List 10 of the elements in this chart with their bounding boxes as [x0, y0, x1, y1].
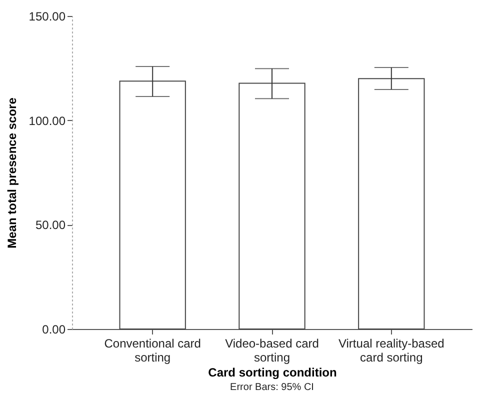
x-axis-title: Card sorting condition	[208, 366, 337, 380]
y-tick-label: 100.00	[28, 114, 66, 128]
text: Error Bars: 95% CI	[230, 382, 314, 393]
x-tick-label: Video-based card sorting	[225, 336, 319, 364]
x-tick-label: Conventional card sorting	[104, 336, 201, 364]
y-tick-label: 150.00	[28, 10, 66, 24]
y-tick-label: 0.00	[42, 322, 66, 336]
x-tick-label: Virtual reality-based card sorting	[338, 336, 444, 364]
y-tick-label: 50.00	[35, 218, 66, 232]
y-axis-title: Mean total presence score	[4, 97, 19, 248]
